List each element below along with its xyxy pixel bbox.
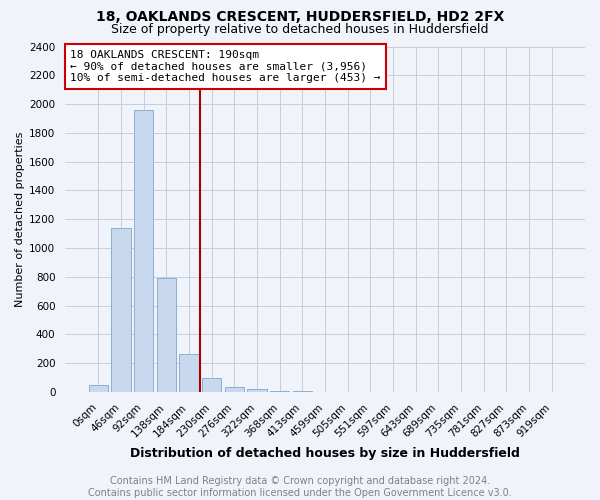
Y-axis label: Number of detached properties: Number of detached properties <box>15 132 25 307</box>
Text: Size of property relative to detached houses in Huddersfield: Size of property relative to detached ho… <box>111 22 489 36</box>
Bar <box>112 228 131 392</box>
Text: 18, OAKLANDS CRESCENT, HUDDERSFIELD, HD2 2FX: 18, OAKLANDS CRESCENT, HUDDERSFIELD, HD2… <box>96 10 504 24</box>
Text: 18 OAKLANDS CRESCENT: 190sqm
← 90% of detached houses are smaller (3,956)
10% of: 18 OAKLANDS CRESCENT: 190sqm ← 90% of de… <box>70 50 381 83</box>
Bar <box>202 378 221 392</box>
Bar <box>157 278 176 392</box>
Text: Contains HM Land Registry data © Crown copyright and database right 2024.
Contai: Contains HM Land Registry data © Crown c… <box>88 476 512 498</box>
X-axis label: Distribution of detached houses by size in Huddersfield: Distribution of detached houses by size … <box>130 447 520 460</box>
Bar <box>247 390 267 392</box>
Bar <box>270 391 289 392</box>
Bar <box>225 387 244 392</box>
Bar <box>134 110 154 392</box>
Bar <box>179 354 199 392</box>
Bar <box>89 385 108 392</box>
